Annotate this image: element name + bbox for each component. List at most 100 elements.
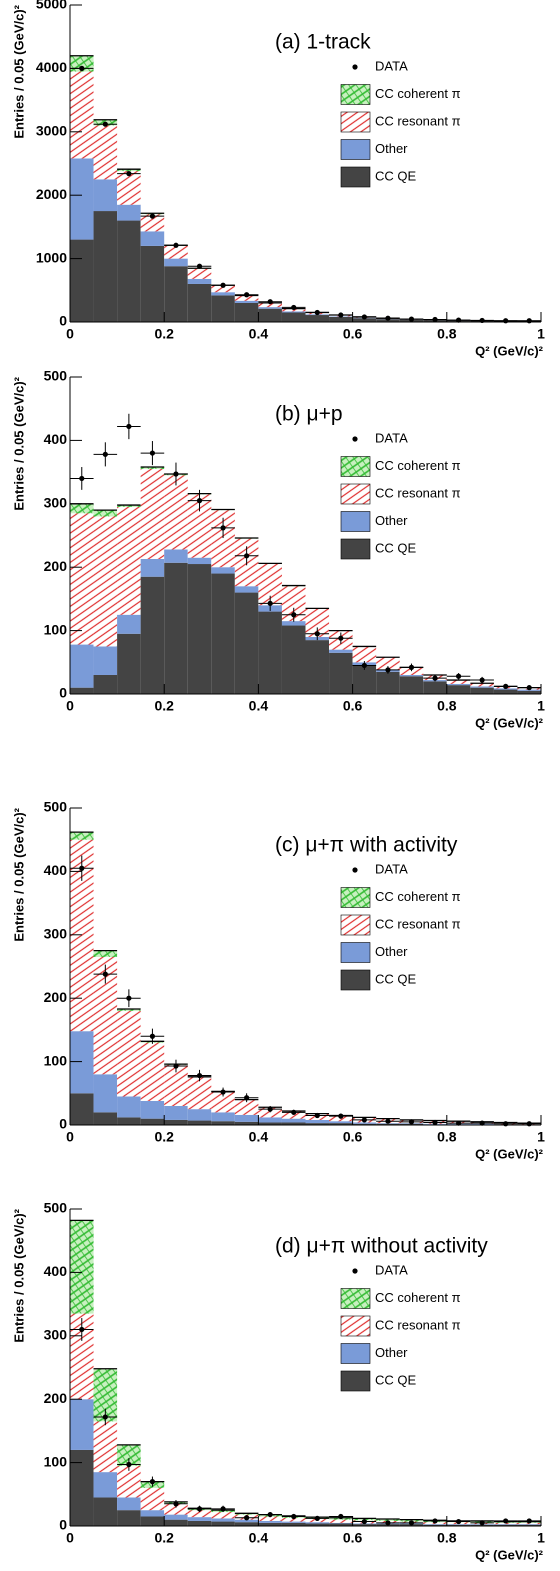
x-tick-label: 1 [537,1129,545,1145]
data-point [220,1506,226,1512]
x-tick-label: 0.2 [154,1530,174,1546]
legend-swatch [340,483,371,505]
data-point [361,1117,367,1123]
data-point [455,673,462,679]
data-point [361,662,367,669]
panel: 0 100 200 300 400 500 0 0.2 0.4 0.6 0.8 1Q² (GeV/c)… [11,799,545,1162]
bar-segment [517,690,541,694]
x-tick-label: 0.6 [343,698,363,714]
bar-segment [70,158,94,240]
bar-segment [187,1109,212,1121]
data-point [338,1113,344,1119]
legend-swatch [340,1288,371,1309]
bar-segment [446,685,471,694]
data-point [173,1063,179,1069]
y-tick-label: 100 [44,621,68,637]
bar-segment [117,171,141,205]
bar-segment [117,1008,141,1011]
legend-label: DATA [375,430,408,445]
data-point [479,1120,485,1126]
x-axis-title: Q² (GeV/c)² [475,1547,544,1562]
data-point [244,1095,250,1101]
bar-segment [164,475,188,550]
legend-swatch [340,887,371,908]
panel: 0 100 200 300 400 500 0 0.2 0.4 0.6 0.8 1Q² (GeV/c)… [11,368,545,731]
x-tick-label: 0.2 [154,326,174,342]
x-tick-label: 0.8 [437,1129,457,1145]
bar-segment [70,1220,94,1314]
data-point [196,1506,203,1512]
data-point [526,685,532,691]
bar-segment [258,1117,282,1123]
bar-segment [93,1112,118,1125]
bar-segment [258,308,282,322]
data-point [291,1109,297,1115]
bar-segment [234,1099,259,1115]
bar-segment [93,1497,118,1526]
bar-segment [70,1031,94,1094]
legend-swatch [340,166,371,188]
x-tick-label: 1 [537,326,545,342]
data-point [338,1513,344,1520]
bar-segment [329,316,353,322]
bar-segment [493,1524,518,1526]
bar-segment [93,125,118,180]
x-tick-label: 1 [537,1530,545,1546]
legend-label: CC QE [375,168,417,183]
bar-segment [446,1524,471,1526]
legend-label: CC coherent π [375,1290,461,1305]
legend-swatch [340,1343,371,1364]
data-point [149,1479,156,1485]
bar-segment [281,586,306,622]
y-tick-label: 0 [59,685,67,701]
x-axis-title: Q² (GeV/c)² [475,1146,544,1161]
y-tick-label: 100 [44,1453,68,1469]
bar-segment [140,576,165,694]
data-point [455,317,462,323]
bar-segment [446,683,471,686]
bar-segment [423,681,447,694]
legend-label: CC QE [375,1372,417,1387]
bar-segment [258,1522,282,1526]
bar-segment [93,1368,118,1422]
y-tick-label: 400 [44,1263,68,1279]
bar-segment [446,1524,471,1525]
bar-segment [93,646,118,675]
data-point [149,1033,156,1039]
data-point [503,1121,509,1127]
legend-label: DATA [375,58,408,73]
data-point [432,1518,438,1524]
bar-segment [164,549,188,563]
y-tick-label: 400 [44,431,68,447]
bar-segment [93,179,118,212]
data-point [314,309,320,316]
bar-segment [117,505,141,507]
data-point [314,631,320,637]
data-point [267,299,273,305]
bar-segment [187,268,212,279]
bar-segment [234,302,259,322]
y-tick-label: 0 [59,313,67,329]
data-point [385,315,391,321]
bar-segment [117,1117,141,1125]
data-point [361,314,367,320]
bar-segment [329,649,353,653]
data-point [526,1518,532,1524]
data-point [291,612,297,618]
bar-segment [164,1514,188,1520]
data-point [432,1119,438,1126]
x-tick-label: 0 [66,1129,74,1145]
bar-segment [234,586,259,593]
legend-swatch [340,538,371,560]
bar-segment [140,1487,165,1511]
bar-segment [117,1510,141,1526]
x-tick-label: 0.8 [437,326,457,342]
data-point [503,1518,509,1524]
bar-segment [70,1449,94,1526]
y-tick-label: 400 [44,862,68,878]
y-tick-label: 500 [44,1200,68,1216]
legend-label: Other [375,1345,408,1360]
data-point [220,525,226,531]
y-axis-title: Entries / 0.05 (GeV/c)² [11,807,26,941]
x-tick-label: 0.2 [154,1129,174,1145]
